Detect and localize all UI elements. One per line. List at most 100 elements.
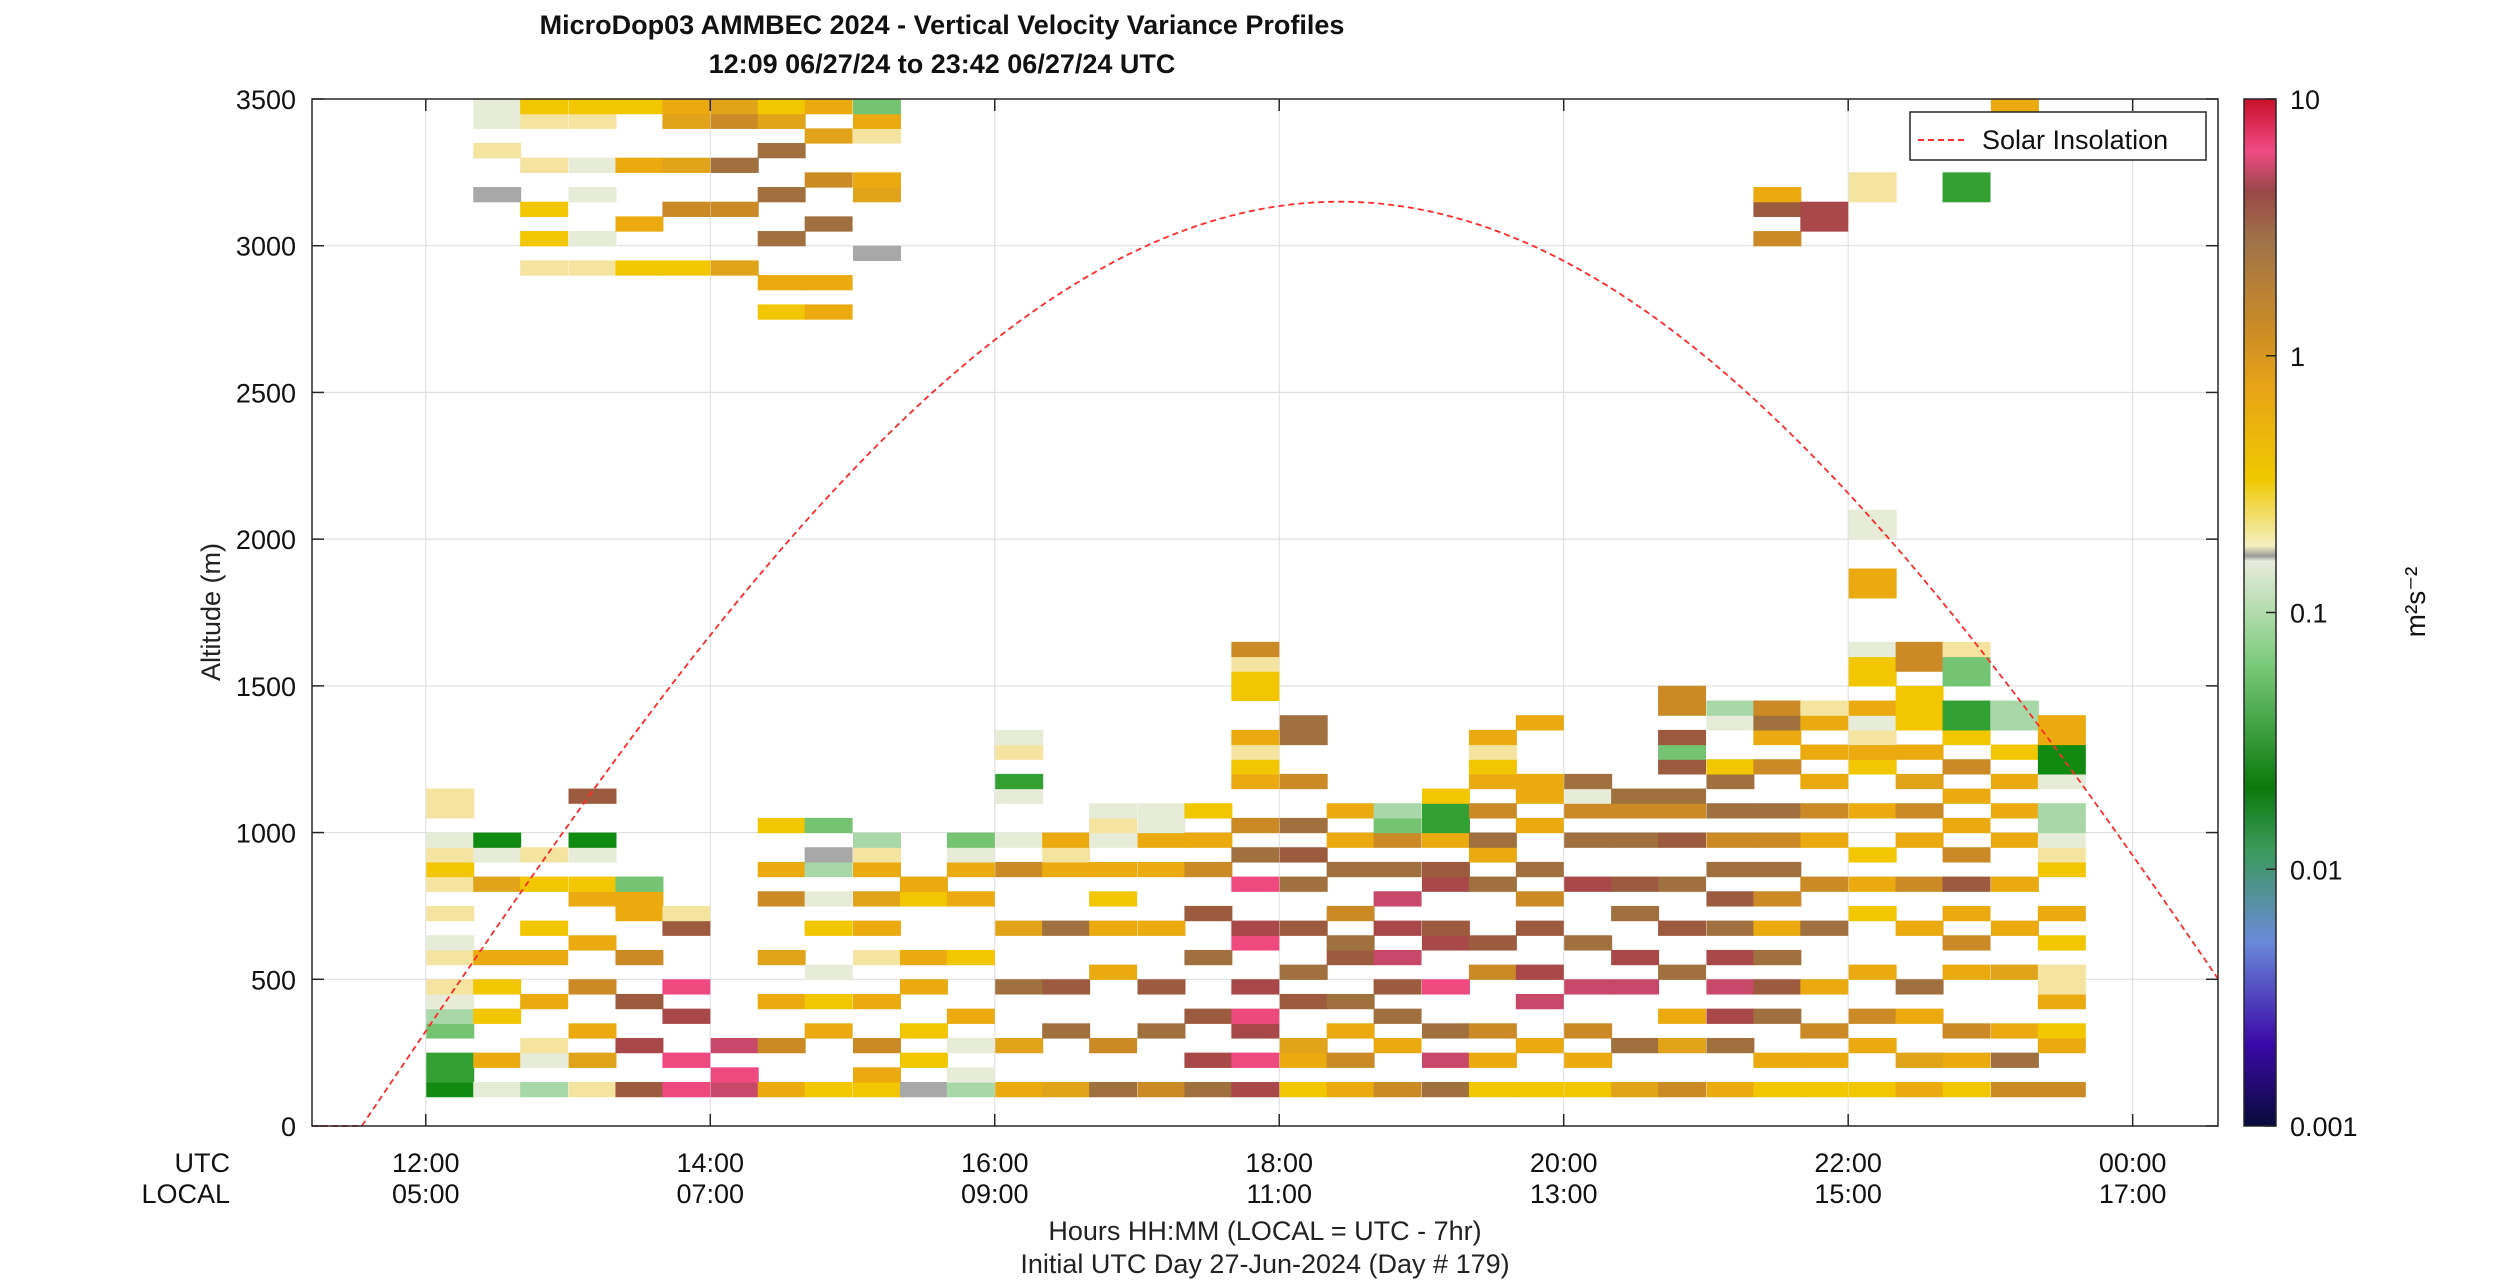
variance-cell bbox=[1990, 832, 2039, 848]
variance-cell bbox=[1800, 773, 1849, 790]
colorbar-tick-label: 0.1 bbox=[2290, 599, 2328, 629]
variance-cell bbox=[1042, 920, 1091, 936]
y-tick-label: 1000 bbox=[236, 819, 296, 849]
variance-cell bbox=[1564, 832, 1613, 848]
variance-cell bbox=[1564, 1052, 1613, 1068]
variance-cell bbox=[1990, 744, 2039, 760]
variance-cell bbox=[615, 260, 664, 276]
variance-cell bbox=[426, 1023, 475, 1039]
variance-cell bbox=[1658, 964, 1707, 980]
variance-cell bbox=[473, 99, 522, 115]
variance-cell bbox=[473, 847, 522, 863]
variance-cell bbox=[1753, 1008, 1802, 1024]
variance-cell bbox=[1848, 847, 1897, 863]
variance-cell bbox=[1611, 788, 1660, 804]
variance-cell bbox=[1848, 509, 1897, 526]
variance-cell bbox=[1658, 700, 1707, 716]
variance-cell bbox=[1184, 861, 1233, 878]
variance-cell bbox=[1848, 744, 1897, 760]
variance-cell bbox=[1706, 1008, 1755, 1024]
variance-cell bbox=[1231, 847, 1280, 863]
variance-cell bbox=[1942, 641, 1991, 658]
variance-cell bbox=[1421, 979, 1470, 995]
x-tick-label-utc: 12:00 bbox=[392, 1148, 460, 1178]
variance-cell bbox=[1658, 1037, 1707, 1054]
variance-cell bbox=[1990, 773, 2039, 790]
variance-cell bbox=[1373, 1081, 1422, 1098]
variance-cell bbox=[426, 832, 475, 848]
x-tick-label-utc: 14:00 bbox=[676, 1148, 744, 1178]
variance-cell bbox=[662, 920, 711, 936]
variance-cell bbox=[1611, 949, 1660, 966]
variance-cell bbox=[757, 817, 806, 834]
variance-cell bbox=[520, 876, 569, 892]
variance-cell bbox=[473, 979, 522, 995]
variance-cell bbox=[1279, 876, 1328, 892]
variance-cell bbox=[1089, 1037, 1138, 1054]
variance-cell bbox=[1468, 876, 1517, 892]
variance-cell bbox=[804, 99, 853, 115]
variance-cell bbox=[1279, 964, 1328, 980]
variance-cell bbox=[757, 187, 806, 203]
variance-cell bbox=[1515, 964, 1564, 980]
variance-cell bbox=[804, 964, 853, 980]
variance-cell bbox=[1895, 773, 1944, 790]
variance-cell bbox=[473, 143, 522, 159]
variance-cell bbox=[1184, 905, 1233, 922]
variance-cell bbox=[1421, 832, 1470, 848]
variance-cell bbox=[1753, 715, 1802, 731]
variance-cell bbox=[1373, 817, 1422, 834]
variance-cell bbox=[662, 260, 711, 276]
variance-cell bbox=[804, 128, 853, 144]
variance-cell bbox=[1895, 920, 1944, 936]
variance-cell bbox=[662, 905, 711, 922]
variance-cell bbox=[1800, 979, 1849, 995]
variance-cell bbox=[568, 1023, 617, 1039]
variance-cell bbox=[1231, 979, 1280, 995]
variance-cell bbox=[1895, 685, 1944, 702]
variance-cell bbox=[1753, 1052, 1802, 1068]
variance-cell bbox=[1373, 861, 1422, 878]
variance-cell bbox=[1089, 861, 1138, 878]
variance-cell bbox=[1564, 935, 1613, 951]
variance-cell bbox=[995, 832, 1044, 848]
variance-cell bbox=[1611, 803, 1660, 819]
variance-cell bbox=[853, 1067, 901, 1083]
variance-cell bbox=[1848, 700, 1897, 716]
variance-cell bbox=[520, 260, 569, 276]
variance-cell bbox=[1800, 832, 1849, 848]
variance-cell bbox=[946, 891, 995, 907]
variance-cell bbox=[1515, 993, 1564, 1010]
variance-cell bbox=[2037, 759, 2086, 775]
variance-cells bbox=[426, 99, 2086, 1098]
variance-cell bbox=[1753, 1081, 1802, 1098]
variance-cell bbox=[1468, 744, 1517, 760]
variance-cell bbox=[853, 128, 901, 144]
variance-cell bbox=[1373, 1008, 1422, 1024]
variance-cell bbox=[1515, 817, 1564, 834]
variance-cell bbox=[1895, 700, 1944, 716]
variance-cell bbox=[1373, 949, 1422, 966]
variance-cell bbox=[615, 1037, 664, 1054]
variance-cell bbox=[1279, 773, 1328, 790]
variance-cell bbox=[1942, 759, 1991, 775]
variance-cell bbox=[2037, 803, 2086, 819]
variance-cell bbox=[615, 876, 664, 892]
variance-cell bbox=[568, 891, 617, 907]
variance-cell bbox=[995, 979, 1044, 995]
variance-cell bbox=[1231, 656, 1280, 672]
variance-cell bbox=[1800, 201, 1849, 217]
variance-cell bbox=[804, 1023, 853, 1039]
variance-cell bbox=[1231, 773, 1280, 790]
variance-cell bbox=[1373, 979, 1422, 995]
variance-cell bbox=[1137, 1081, 1186, 1098]
variance-cell bbox=[473, 876, 522, 892]
variance-cell bbox=[853, 847, 901, 863]
variance-cell bbox=[946, 1081, 995, 1098]
variance-cell bbox=[520, 99, 569, 115]
variance-cell bbox=[1753, 949, 1802, 966]
variance-cell bbox=[1564, 788, 1613, 804]
variance-cell bbox=[1184, 1052, 1233, 1068]
